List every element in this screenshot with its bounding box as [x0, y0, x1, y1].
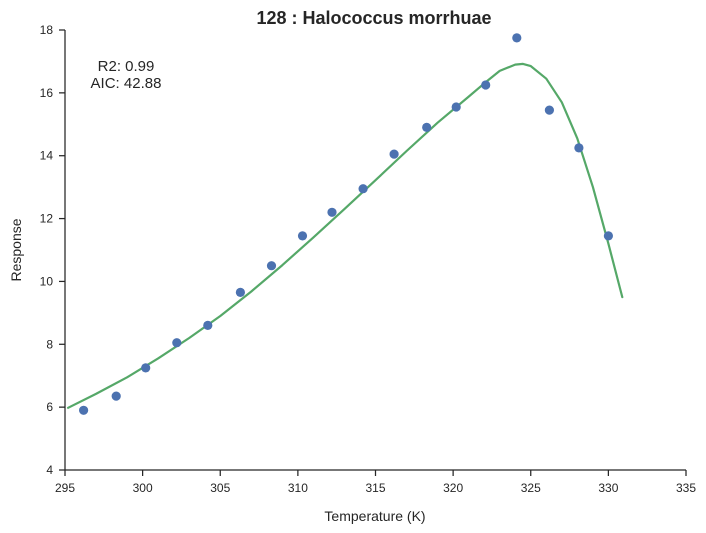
plot-area: 295 300 305 310 315 320 325 330 335 4 6 8 10 12 14 16 1…: [40, 23, 697, 495]
data-point: [297, 231, 308, 241]
data-point: [141, 363, 151, 373]
x-axis-title: Temperature (K): [324, 508, 425, 524]
data-point: [574, 143, 584, 153]
x-tick-label: 305: [210, 481, 230, 495]
r2-annotation: R2: 0.99: [98, 58, 155, 75]
data-point: [235, 287, 245, 297]
data-points-layer: [79, 33, 614, 415]
x-tick-label: 315: [365, 481, 385, 495]
x-tick-label: 295: [55, 481, 75, 495]
y-tick-label: 16: [40, 86, 54, 100]
data-point: [358, 184, 368, 194]
data-point: [111, 391, 121, 401]
x-tick-label: 310: [288, 481, 308, 495]
x-tick-label: 335: [676, 481, 696, 495]
data-point: [481, 80, 491, 90]
chart-title: 128 : Halococcus morrhuae: [256, 8, 491, 28]
data-point: [79, 405, 89, 415]
x-tick-label: 320: [443, 481, 463, 495]
y-tick-label: 8: [46, 337, 53, 351]
data-point: [544, 105, 555, 115]
data-point: [603, 231, 614, 241]
data-point: [389, 149, 399, 159]
y-tick-label: 10: [40, 274, 54, 288]
y-tick-label: 4: [46, 463, 53, 477]
data-point: [172, 338, 182, 348]
data-point: [422, 122, 432, 132]
data-point: [203, 320, 213, 330]
fit-curve-line: [66, 62, 624, 409]
aic-annotation: AIC: 42.88: [91, 75, 162, 92]
x-tick-label: 325: [521, 481, 541, 495]
y-axis-title: Response: [8, 218, 24, 281]
x-axis-ticks: 295 300 305 310 315 320 325 330 335: [55, 470, 696, 495]
data-point: [266, 261, 277, 271]
y-tick-label: 14: [40, 149, 54, 163]
data-point: [512, 33, 522, 43]
data-point: [451, 102, 461, 112]
x-tick-label: 300: [133, 481, 153, 495]
y-tick-label: 12: [40, 212, 54, 226]
fit-curve-layer: [66, 62, 624, 409]
y-tick-label: 18: [40, 23, 54, 37]
y-axis-ticks: 4 6 8 10 12 14 16 18: [40, 23, 65, 477]
x-tick-label: 330: [598, 481, 618, 495]
y-tick-label: 6: [46, 400, 53, 414]
data-point: [327, 207, 337, 217]
